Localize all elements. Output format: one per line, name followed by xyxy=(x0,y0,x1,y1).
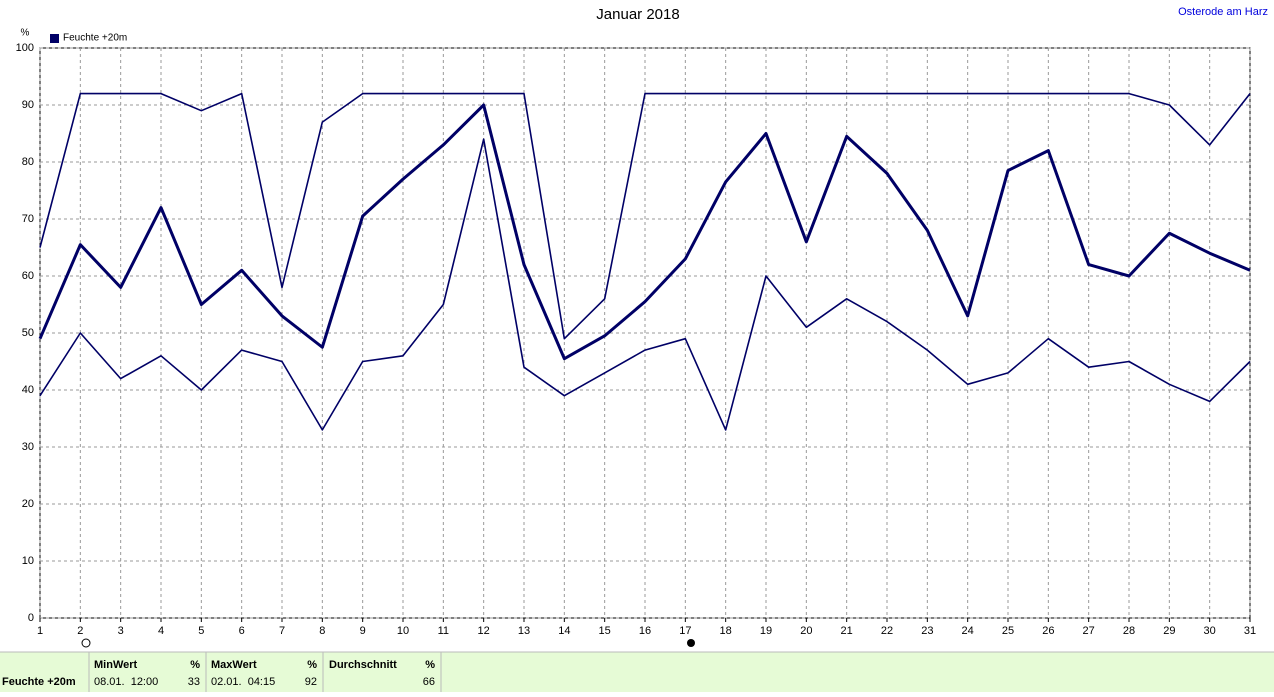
line-series xyxy=(39,138,1251,431)
x-tick-label: 2 xyxy=(77,625,83,637)
y-unit: % xyxy=(21,28,30,39)
x-tick-label: 21 xyxy=(841,625,853,637)
y-tick-label: 50 xyxy=(22,327,34,339)
x-tick-label: 26 xyxy=(1042,625,1054,637)
x-tick-label: 25 xyxy=(1002,625,1014,637)
chart-title: Januar 2018 xyxy=(596,6,679,23)
summary-unit: % xyxy=(425,659,435,671)
summary-unit: % xyxy=(190,659,200,671)
x-tick-label: 15 xyxy=(599,625,611,637)
summary-title: MaxWert xyxy=(211,659,257,671)
y-tick-label: 100 xyxy=(16,42,34,54)
x-tick-label: 12 xyxy=(478,625,490,637)
x-tick-label: 30 xyxy=(1204,625,1216,637)
y-tick-label: 30 xyxy=(22,441,34,453)
x-tick-label: 20 xyxy=(800,625,812,637)
x-tick-label: 13 xyxy=(518,625,530,637)
y-tick-label: 80 xyxy=(22,156,34,168)
x-tick-label: 3 xyxy=(118,625,124,637)
legend-swatch xyxy=(50,34,59,43)
x-tick-label: 23 xyxy=(921,625,933,637)
y-tick-label: 40 xyxy=(22,384,34,396)
x-tick-label: 10 xyxy=(397,625,409,637)
x-tick-label: 31 xyxy=(1244,625,1256,637)
y-tick-label: 0 xyxy=(28,612,34,624)
summary-value: 66 xyxy=(423,676,435,688)
x-tick-label: 22 xyxy=(881,625,893,637)
summary-panel xyxy=(0,652,1274,692)
x-tick-label: 9 xyxy=(360,625,366,637)
summary-unit: % xyxy=(307,659,317,671)
x-tick-label: 17 xyxy=(679,625,691,637)
x-tick-label: 11 xyxy=(438,625,449,637)
x-tick-label: 29 xyxy=(1163,625,1175,637)
y-tick-label: 60 xyxy=(22,270,34,282)
summary-label: Feuchte +20m xyxy=(2,676,76,688)
x-tick-label: 14 xyxy=(558,625,570,637)
x-tick-label: 16 xyxy=(639,625,651,637)
x-tick-label: 18 xyxy=(720,625,732,637)
y-tick-label: 10 xyxy=(22,555,34,567)
summary-time: 02.01. 04:15 xyxy=(211,676,275,688)
x-tick-label: 5 xyxy=(198,625,204,637)
summary-value: 33 xyxy=(188,676,200,688)
x-tick-label: 27 xyxy=(1083,625,1095,637)
x-tick-label: 8 xyxy=(319,625,325,637)
x-tick-label: 7 xyxy=(279,625,285,637)
marker-icon xyxy=(687,639,695,647)
line-series xyxy=(39,92,1251,340)
x-tick-label: 6 xyxy=(239,625,245,637)
x-tick-label: 4 xyxy=(158,625,164,637)
x-tick-label: 1 xyxy=(37,625,43,637)
summary-title: Durchschnitt xyxy=(329,659,397,671)
location: Osterode am Harz xyxy=(1178,6,1268,18)
summary-value: 92 xyxy=(305,676,317,688)
marker-icon xyxy=(81,638,91,648)
y-tick-label: 90 xyxy=(22,99,34,111)
x-tick-label: 19 xyxy=(760,625,772,637)
y-tick-label: 20 xyxy=(22,498,34,510)
legend-label: Feuchte +20m xyxy=(63,33,127,44)
x-tick-label: 24 xyxy=(962,625,974,637)
summary-title: MinWert xyxy=(94,659,138,671)
x-tick-label: 28 xyxy=(1123,625,1135,637)
summary-time: 08.01. 12:00 xyxy=(94,676,158,688)
y-tick-label: 70 xyxy=(22,213,34,225)
line-series xyxy=(38,103,1251,361)
